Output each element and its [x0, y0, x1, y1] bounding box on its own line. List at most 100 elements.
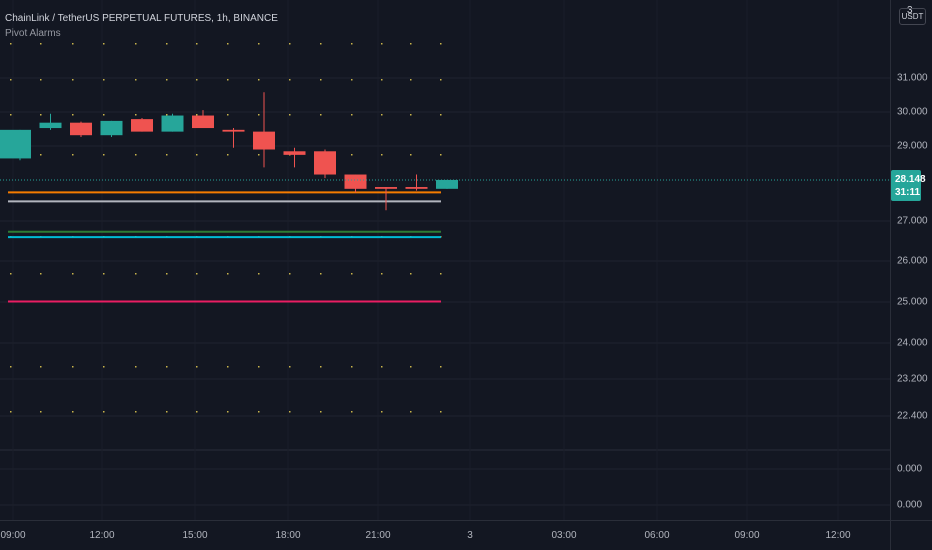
pivot-dot	[166, 154, 168, 156]
time-axis-label: 12:00	[825, 530, 851, 541]
time-axis-label: 18:00	[275, 530, 301, 541]
symbol-title[interactable]: ChainLink / TetherUS PERPETUAL FUTURES, …	[5, 13, 278, 24]
price-axis-label: 0.000	[897, 463, 923, 475]
time-axis-label: 21:00	[365, 530, 391, 541]
pivot-dot	[351, 411, 353, 413]
pivot-dot	[40, 154, 42, 156]
pivot-dot	[166, 114, 168, 116]
pivot-dot	[410, 79, 412, 81]
pivot-dot	[196, 411, 198, 413]
pivot-dot	[410, 273, 412, 275]
pivot-dot	[289, 411, 291, 413]
time-axis[interactable]: 09:00 12:00 15:00 18:00 21:00 3 03:00 06:00 09:0…	[0, 520, 890, 550]
pivot-dot	[320, 114, 322, 116]
price-axis-label: 31.000	[897, 72, 928, 84]
currency-button[interactable]: USDT	[899, 8, 926, 25]
pivot-dot	[227, 114, 229, 116]
candle-body	[375, 187, 397, 189]
pivot-dot	[410, 411, 412, 413]
pivot-dot	[135, 411, 137, 413]
pivot-dot	[40, 79, 42, 81]
pivot-dot	[103, 273, 105, 275]
pivot-dot	[166, 273, 168, 275]
pivot-dot	[166, 79, 168, 81]
candle-body	[436, 179, 458, 189]
candle-body	[222, 129, 245, 132]
time-axis-label: 09:00	[734, 530, 760, 541]
time-axis-label: 09:00	[0, 530, 26, 541]
price-axis-label: 22.400	[897, 410, 928, 422]
candle-body	[131, 119, 153, 132]
pivot-dot	[410, 366, 412, 368]
chart-plot-area[interactable]	[0, 0, 890, 520]
pivot-dot	[289, 43, 291, 45]
pivot-dot	[40, 411, 42, 413]
pivot-dot	[289, 79, 291, 81]
price-axis-label: 23.200	[897, 373, 928, 385]
price-axis-label: 27.000	[897, 215, 928, 227]
pivot-dot	[381, 366, 383, 368]
pivot-dot	[381, 79, 383, 81]
pivot-dot	[351, 273, 353, 275]
candle-body	[161, 115, 184, 132]
pivot-dot	[227, 366, 229, 368]
price-axis-label: 25.000	[897, 296, 928, 308]
pivot-dot	[72, 366, 74, 368]
time-axis-label: 12:00	[89, 530, 115, 541]
pivot-dot	[135, 273, 137, 275]
pivot-dot	[166, 43, 168, 45]
candle-body	[100, 120, 123, 136]
indicator-label[interactable]: Pivot Alarms	[5, 28, 61, 39]
pivot-dot	[72, 411, 74, 413]
pivot-dot	[258, 79, 260, 81]
candle-body	[192, 115, 214, 129]
time-axis-label: 3	[467, 530, 473, 541]
price-axis-label: 0.000	[897, 499, 923, 511]
chart-legend: ChainLink / TetherUS PERPETUAL FUTURES, …	[5, 11, 278, 41]
pivot-dot	[440, 114, 442, 116]
pivot-dot	[410, 43, 412, 45]
pivot-dot	[351, 79, 353, 81]
candle-body	[0, 129, 31, 159]
pivot-dot	[351, 114, 353, 116]
axis-corner	[890, 520, 932, 550]
pivot-dot	[10, 43, 12, 45]
pivot-dot	[72, 154, 74, 156]
price-axis[interactable]: 31.000 30.000 29.000 27.000 26.000 25.000 24.0…	[890, 0, 932, 520]
chart-canvas[interactable]	[0, 0, 890, 520]
pivot-dot	[103, 366, 105, 368]
pivot-dot	[196, 114, 198, 116]
pivot-dot	[135, 154, 137, 156]
pivot-dot	[351, 154, 353, 156]
pivot-dot	[196, 154, 198, 156]
pivot-dot	[258, 273, 260, 275]
pivot-dot	[320, 79, 322, 81]
pivot-dot	[135, 79, 137, 81]
bar-countdown: 31:11	[895, 186, 921, 198]
pivot-dot	[103, 411, 105, 413]
pivot-dot	[258, 411, 260, 413]
candle-body	[253, 131, 275, 150]
pivot-dot	[410, 154, 412, 156]
price-axis-label: 29.000	[897, 140, 928, 152]
pivot-dot	[196, 366, 198, 368]
pivot-dot	[258, 154, 260, 156]
pivot-dot	[72, 43, 74, 45]
pivot-dot	[227, 154, 229, 156]
pivot-dot	[40, 43, 42, 45]
pivot-dot	[227, 273, 229, 275]
pivot-dot	[440, 273, 442, 275]
pivot-dot	[10, 114, 12, 116]
candle-body	[344, 174, 367, 189]
pivot-dot	[289, 366, 291, 368]
time-axis-label: 06:00	[644, 530, 670, 541]
pivot-dot	[440, 411, 442, 413]
pivot-dot	[351, 366, 353, 368]
pivot-dot	[289, 114, 291, 116]
pivot-dot	[135, 366, 137, 368]
pivot-dot	[227, 79, 229, 81]
pivot-dot	[320, 43, 322, 45]
pivot-dot	[72, 273, 74, 275]
pivot-dot	[410, 114, 412, 116]
